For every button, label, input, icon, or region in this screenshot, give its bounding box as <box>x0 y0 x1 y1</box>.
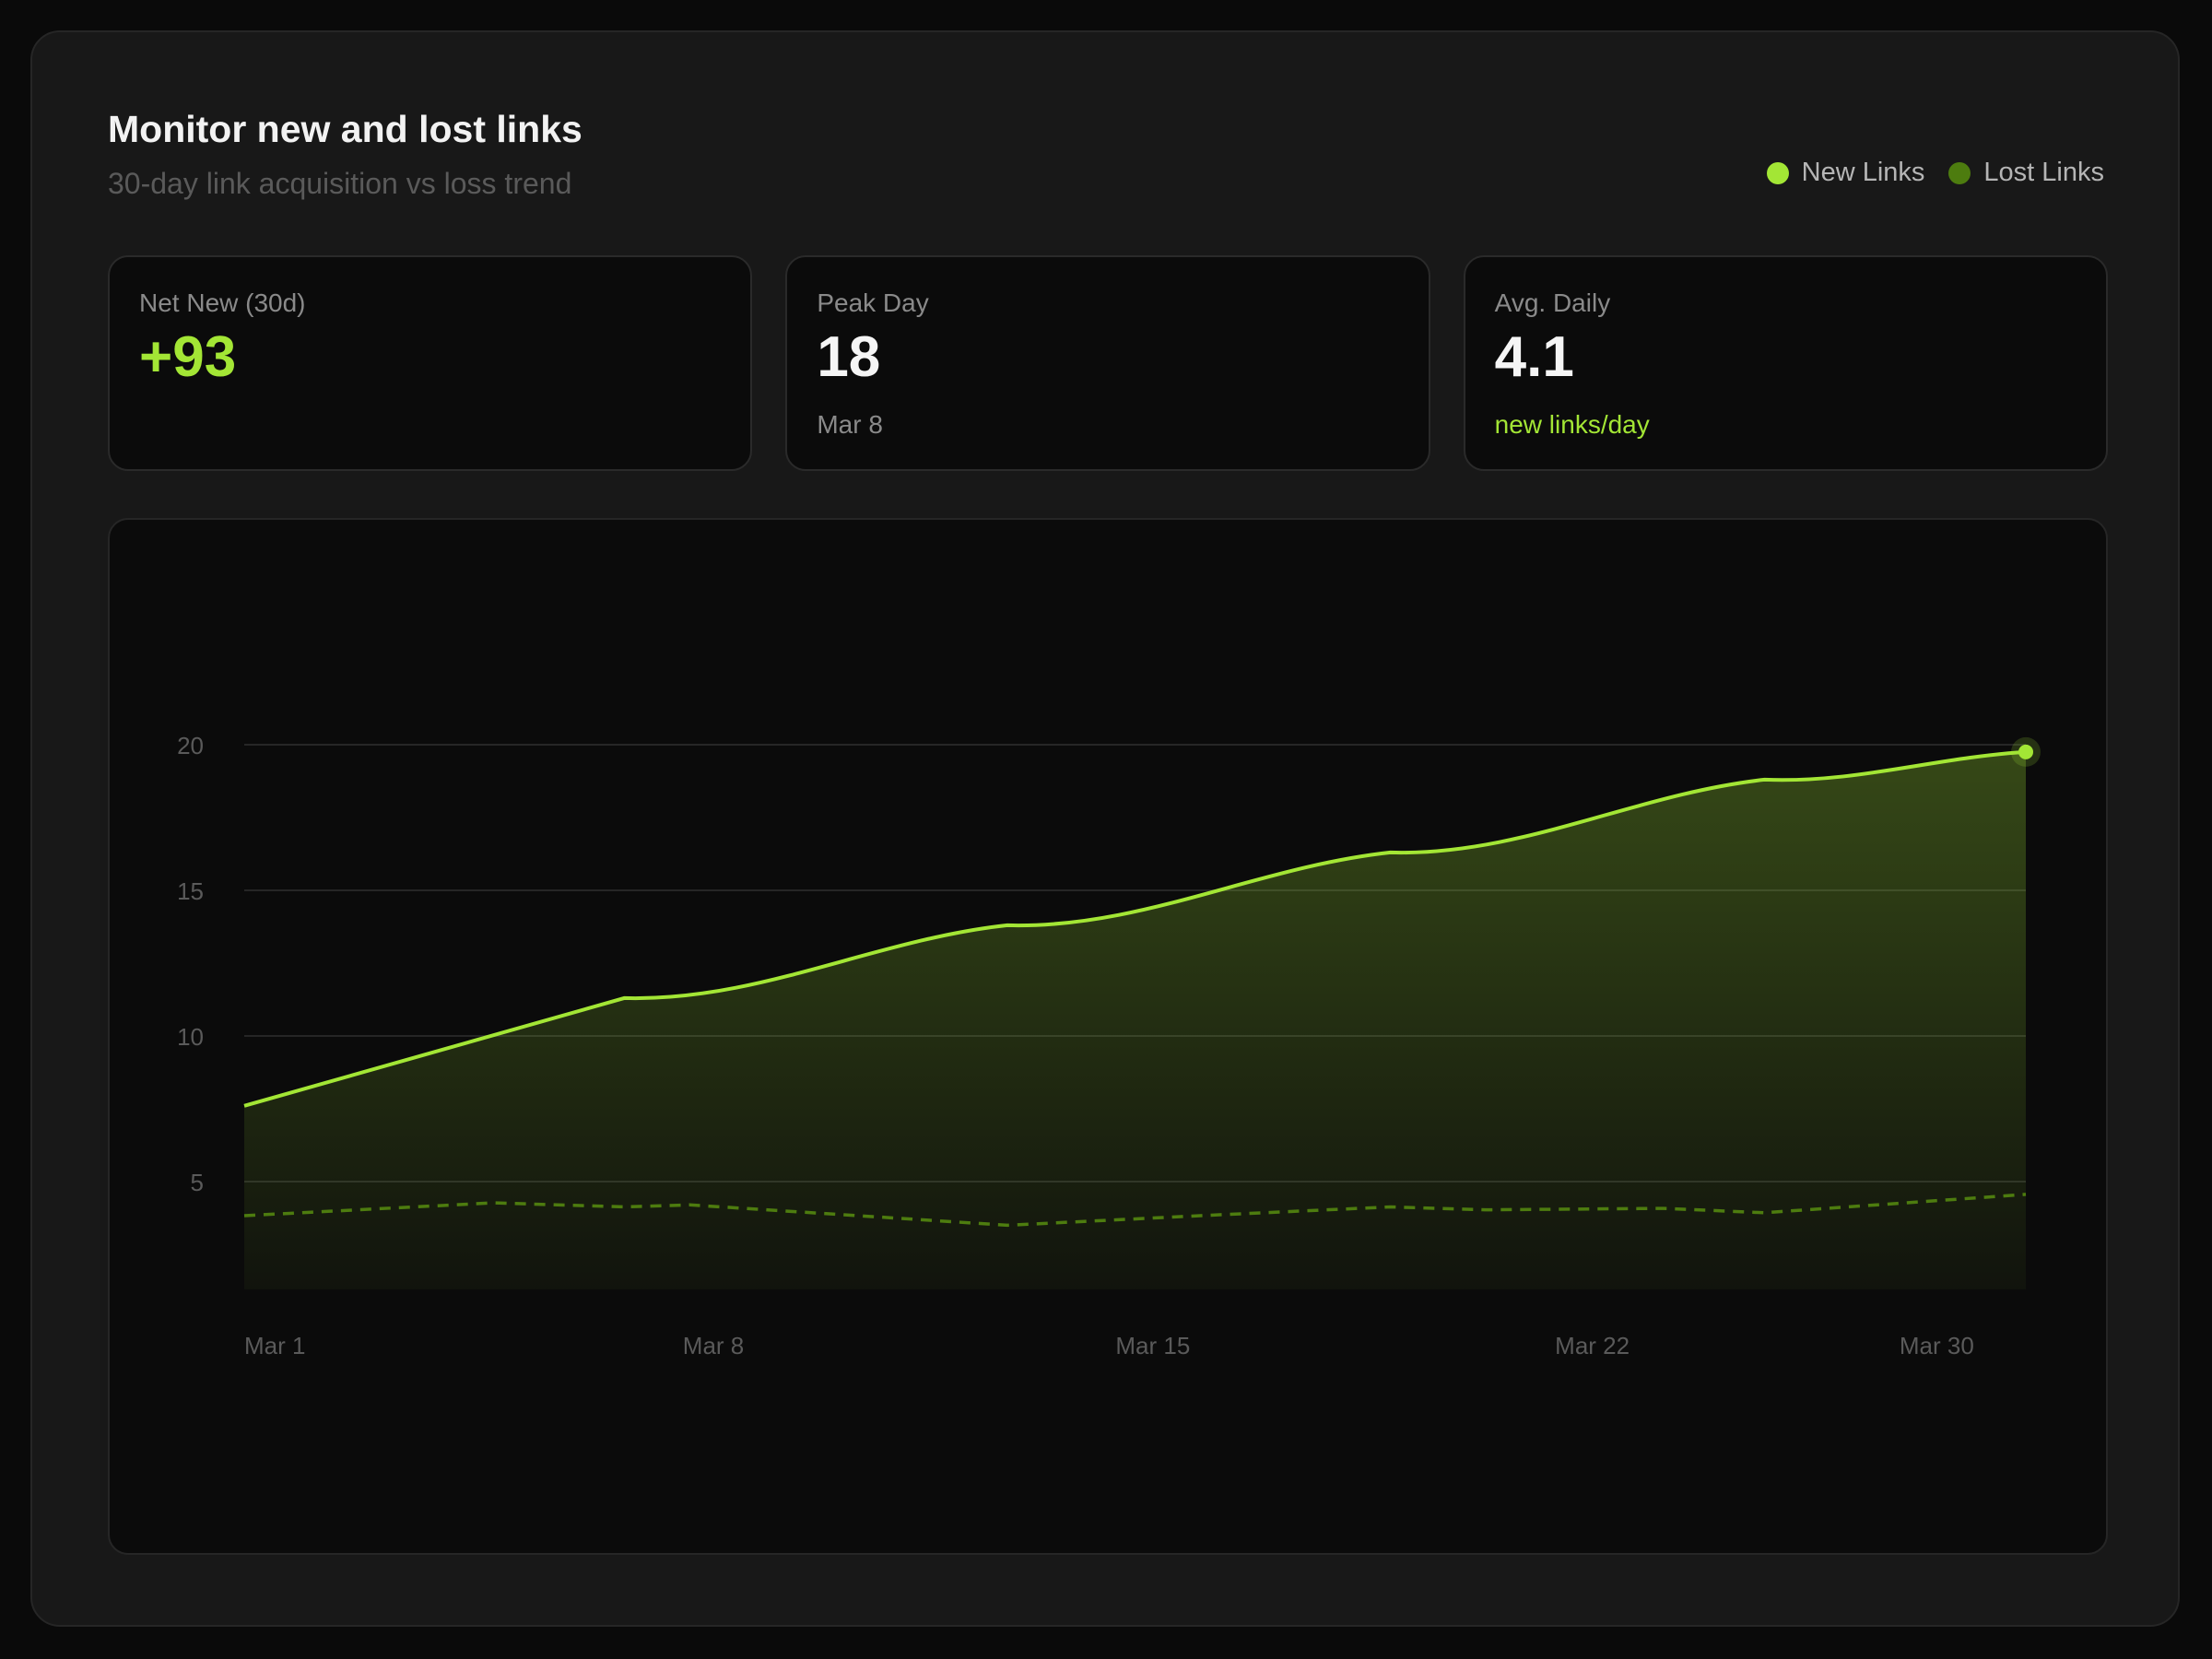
page-title: Monitor new and lost links <box>108 108 582 150</box>
stat-value: 4.1 <box>1494 325 1574 389</box>
chart-panel: 20 15 10 5 Mar 1 Mar 8 Mar 15 Mar 22 Mar 30 <box>108 518 2108 1555</box>
trend-chart: 20 15 10 5 Mar 1 Mar 8 Mar 15 Mar 22 Mar 30 <box>177 732 2041 1359</box>
stat-label: Avg. Daily <box>1494 288 1611 317</box>
stat-card-peak-day: Peak Day 18 Mar 8 <box>785 255 1430 471</box>
new-links-dot-icon <box>1766 161 1789 184</box>
stats-row: Net New (30d) +93 Peak Day 18 Mar 8 Avg.… <box>108 255 2108 471</box>
legend-label: Lost Links <box>1983 158 2104 187</box>
x-tick-label: Mar 15 <box>1115 1332 1190 1359</box>
stat-sub: Mar 8 <box>817 410 883 439</box>
legend-item-new-links[interactable]: New Links <box>1766 158 1925 188</box>
x-tick-label: Mar 8 <box>683 1332 744 1359</box>
stat-label: Net New (30d) <box>139 288 306 317</box>
stat-value: 18 <box>817 325 881 389</box>
new-links-area <box>244 751 2026 1289</box>
chart-legend: New Links Lost Links <box>1766 158 2104 188</box>
x-tick-label: Mar 30 <box>1900 1332 1974 1359</box>
lost-links-line <box>243 1193 2027 1228</box>
stat-card-net-new: Net New (30d) +93 <box>108 255 753 471</box>
x-tick-label: Mar 22 <box>1555 1332 1630 1359</box>
y-tick-label: 10 <box>177 1023 204 1051</box>
y-tick-label: 5 <box>191 1169 204 1196</box>
stat-value: +93 <box>139 325 237 389</box>
stat-sub: new links/day <box>1494 410 1650 439</box>
x-tick-label: Mar 1 <box>244 1332 305 1359</box>
legend-item-lost-links[interactable]: Lost Links <box>1948 158 2104 188</box>
y-tick-label: 15 <box>177 877 204 905</box>
page-subtitle: 30-day link acquisition vs loss trend <box>108 167 572 200</box>
y-tick-label: 20 <box>177 732 204 759</box>
endpoint-marker <box>2018 744 2033 759</box>
links-monitor-card: Monitor new and lost links 30-day link a… <box>30 30 2180 1627</box>
lost-links-dot-icon <box>1948 161 1971 184</box>
stat-card-avg-daily: Avg. Daily 4.1 new links/day <box>1463 255 2108 471</box>
legend-label: New Links <box>1801 158 1925 187</box>
new-links-line <box>243 749 2027 1108</box>
stat-label: Peak Day <box>817 288 929 317</box>
